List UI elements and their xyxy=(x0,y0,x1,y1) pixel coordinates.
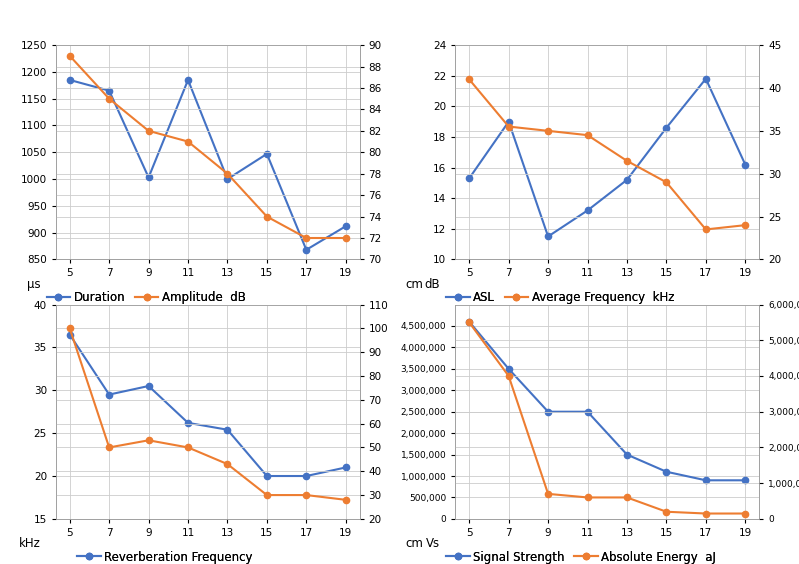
Legend: Reverberation Frequency, Initialization Frequency  kHz: Reverberation Frequency, Initialization … xyxy=(77,550,271,564)
Legend: Duration, Amplitude  dB: Duration, Amplitude dB xyxy=(46,291,246,304)
Text: kHz: kHz xyxy=(19,537,41,550)
Text: dB: dB xyxy=(424,277,440,290)
Legend: Signal Strength, Absolute Energy  aJ: Signal Strength, Absolute Energy aJ xyxy=(446,550,716,563)
Legend: ASL, Average Frequency  kHz: ASL, Average Frequency kHz xyxy=(446,291,674,304)
Text: cm: cm xyxy=(405,537,423,550)
Text: cm: cm xyxy=(405,277,423,290)
Text: µs: µs xyxy=(27,277,41,290)
Text: Vs: Vs xyxy=(426,537,440,550)
